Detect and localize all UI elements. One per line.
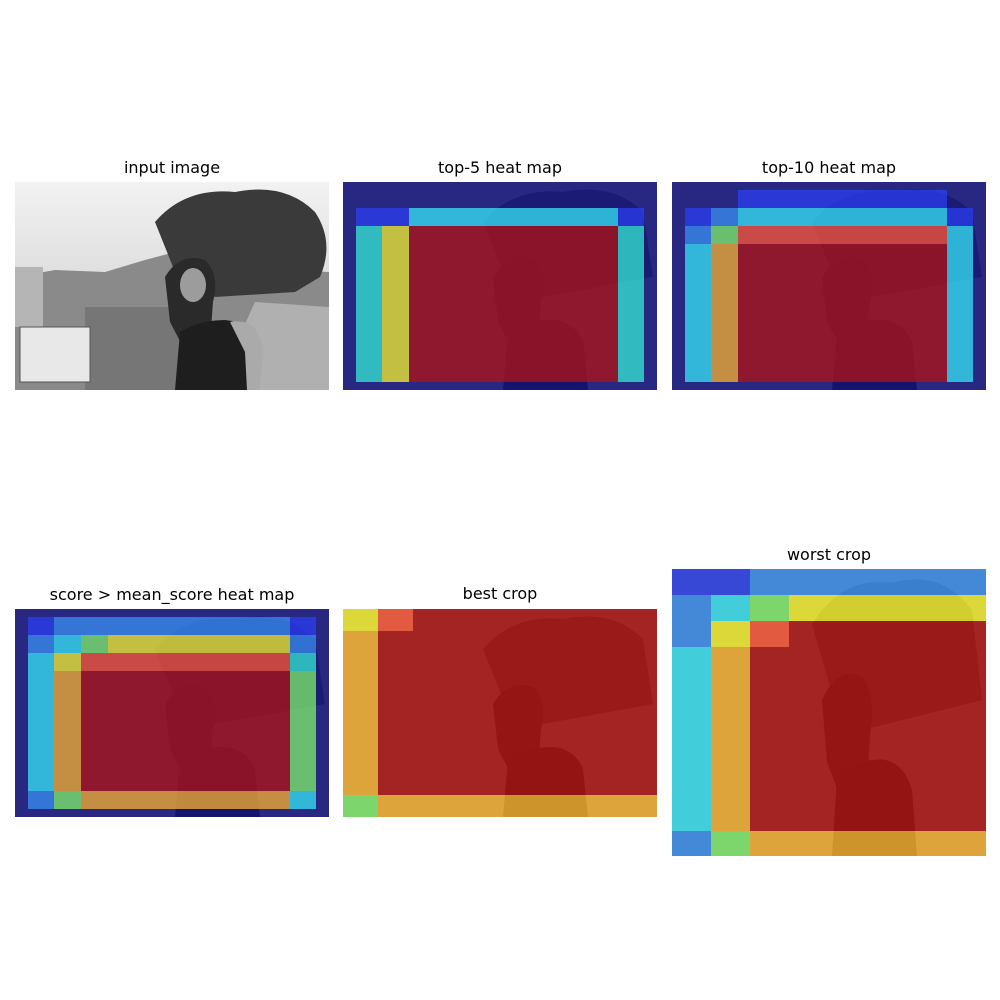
top10-heatmap bbox=[672, 182, 986, 390]
heat-cell bbox=[947, 244, 973, 382]
heat-cell bbox=[685, 208, 711, 226]
heat-cell bbox=[28, 791, 54, 809]
heat-cell bbox=[750, 595, 789, 621]
heat-cell bbox=[343, 609, 378, 631]
heat-cell bbox=[618, 226, 644, 382]
input-image bbox=[15, 182, 329, 390]
panel-title-worst-crop: worst crop bbox=[786, 545, 872, 564]
heat-cell bbox=[750, 569, 789, 595]
heat-cell bbox=[409, 226, 618, 382]
heat-cell bbox=[672, 621, 711, 647]
heat-cell bbox=[618, 208, 644, 226]
heat-cell bbox=[54, 671, 81, 791]
heat-cell bbox=[738, 190, 947, 208]
heat-cell bbox=[378, 631, 413, 795]
heat-cell bbox=[947, 208, 973, 226]
heat-cell bbox=[750, 647, 789, 831]
heat-cell bbox=[28, 671, 54, 791]
heat-cell bbox=[290, 671, 316, 791]
heat-cell bbox=[711, 647, 750, 831]
panel-title-input-image: input image bbox=[123, 158, 221, 177]
heat-cell bbox=[789, 595, 986, 621]
heat-cell bbox=[685, 226, 711, 244]
heat-cell bbox=[413, 631, 657, 795]
heat-cell bbox=[54, 791, 81, 809]
panel-title-best-crop: best crop bbox=[462, 584, 538, 603]
heat-cell bbox=[28, 635, 54, 653]
heat-cell bbox=[409, 208, 618, 226]
heat-cell bbox=[672, 569, 711, 595]
heat-cell bbox=[290, 653, 316, 671]
best-crop-heatmap bbox=[343, 609, 657, 817]
heat-cell bbox=[290, 617, 316, 635]
heat-cell bbox=[54, 617, 81, 635]
heat-cell bbox=[290, 791, 316, 809]
heat-cell bbox=[413, 795, 657, 817]
heat-cell bbox=[738, 208, 947, 226]
heat-cell bbox=[81, 635, 108, 653]
heat-cell bbox=[711, 569, 750, 595]
heat-cell bbox=[343, 795, 378, 817]
heat-cell bbox=[81, 653, 108, 671]
heat-cell bbox=[789, 569, 986, 595]
heat-cell bbox=[382, 226, 409, 382]
heat-cell bbox=[711, 831, 750, 856]
panel-title-mean-score-heatmap: score > mean_score heat map bbox=[49, 585, 295, 604]
panel-title-top5-heatmap: top-5 heat map bbox=[438, 158, 562, 177]
heat-cell bbox=[711, 226, 738, 244]
heat-cell bbox=[947, 226, 973, 244]
heat-cell bbox=[81, 617, 290, 635]
photo-building bbox=[15, 267, 43, 327]
heat-cell bbox=[54, 653, 81, 671]
heat-cell bbox=[81, 791, 290, 809]
panel-title-top10-heatmap: top-10 heat map bbox=[761, 158, 897, 177]
heat-cell bbox=[81, 671, 108, 791]
heat-cell bbox=[356, 208, 409, 226]
heat-cell bbox=[413, 609, 657, 631]
heat-cell bbox=[356, 226, 382, 382]
heat-cell bbox=[750, 621, 789, 647]
heat-cell bbox=[711, 621, 750, 647]
heat-cell bbox=[378, 609, 413, 631]
heat-cell bbox=[738, 226, 947, 244]
heat-cell bbox=[685, 244, 711, 382]
heat-cell bbox=[54, 635, 81, 653]
mean-score-heatmap bbox=[15, 609, 329, 817]
top5-heatmap bbox=[343, 182, 657, 390]
heat-cell bbox=[28, 617, 54, 635]
photo-trailer bbox=[19, 326, 91, 383]
heat-cell bbox=[789, 647, 986, 831]
worst-crop-heatmap bbox=[672, 569, 986, 856]
heat-cell bbox=[28, 653, 54, 671]
heat-cell bbox=[750, 831, 986, 856]
heat-cell bbox=[108, 653, 290, 671]
photo-face bbox=[180, 268, 206, 302]
heat-cell bbox=[108, 671, 290, 791]
heat-cell bbox=[290, 635, 316, 653]
heat-cell bbox=[672, 831, 711, 856]
heat-cell bbox=[378, 795, 413, 817]
heat-cell bbox=[343, 631, 378, 795]
heat-cell bbox=[672, 595, 711, 621]
heat-cell bbox=[711, 244, 738, 382]
heat-cell bbox=[711, 595, 750, 621]
heat-cell bbox=[672, 647, 711, 831]
heat-cell bbox=[789, 621, 986, 647]
heat-cell bbox=[711, 208, 738, 226]
heat-cell bbox=[738, 244, 947, 382]
photo-arm bbox=[230, 321, 263, 390]
heat-cell bbox=[108, 635, 290, 653]
